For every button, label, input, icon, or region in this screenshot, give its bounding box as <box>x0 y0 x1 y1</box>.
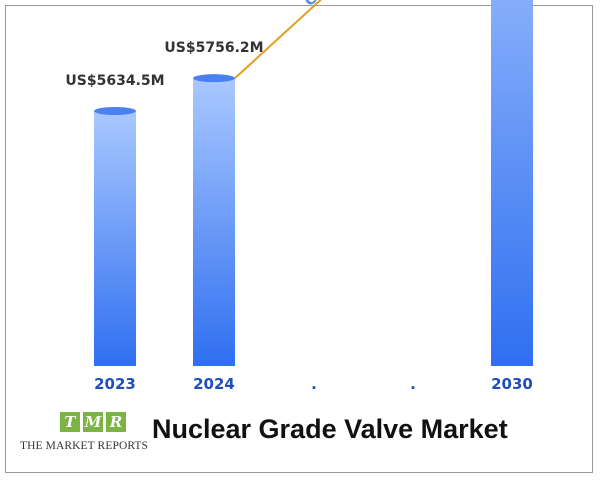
data-label-2023: US$5634.5M <box>65 73 164 89</box>
x-tick-label: 2023 <box>94 375 136 393</box>
x-tick-label: . <box>311 375 317 393</box>
logo-letter-t: T <box>60 412 80 432</box>
logo-letter-m: M <box>83 412 103 432</box>
bar-2023 <box>94 111 136 366</box>
logo-letter-r: R <box>106 412 126 432</box>
chart-title: Nuclear Grade Valve Market <box>152 414 508 444</box>
x-tick-label: 2030 <box>491 375 533 393</box>
chart-frame <box>5 5 593 473</box>
data-label-2024: US$5756.2M <box>164 40 263 56</box>
cagr-annotation: CAGR 2024-2030:2.4% <box>302 0 443 10</box>
bar-cap-2024 <box>193 74 235 83</box>
logo-tagline: THE MARKET REPORTS <box>20 440 149 452</box>
bar-cap-2023 <box>94 107 136 115</box>
bar-chart: US$5634.5M2023US$5756.2M2024..US$6636.5M… <box>65 0 533 393</box>
x-tick-label: 2024 <box>193 375 235 393</box>
tmr-logo: T M R THE MARKET REPORTS <box>20 412 160 462</box>
bar-2024 <box>193 78 235 367</box>
x-tick-label: . <box>410 375 416 393</box>
logo-tiles: T M R <box>60 412 126 432</box>
bar-2030 <box>491 0 533 366</box>
cagr-arrow <box>234 0 322 79</box>
